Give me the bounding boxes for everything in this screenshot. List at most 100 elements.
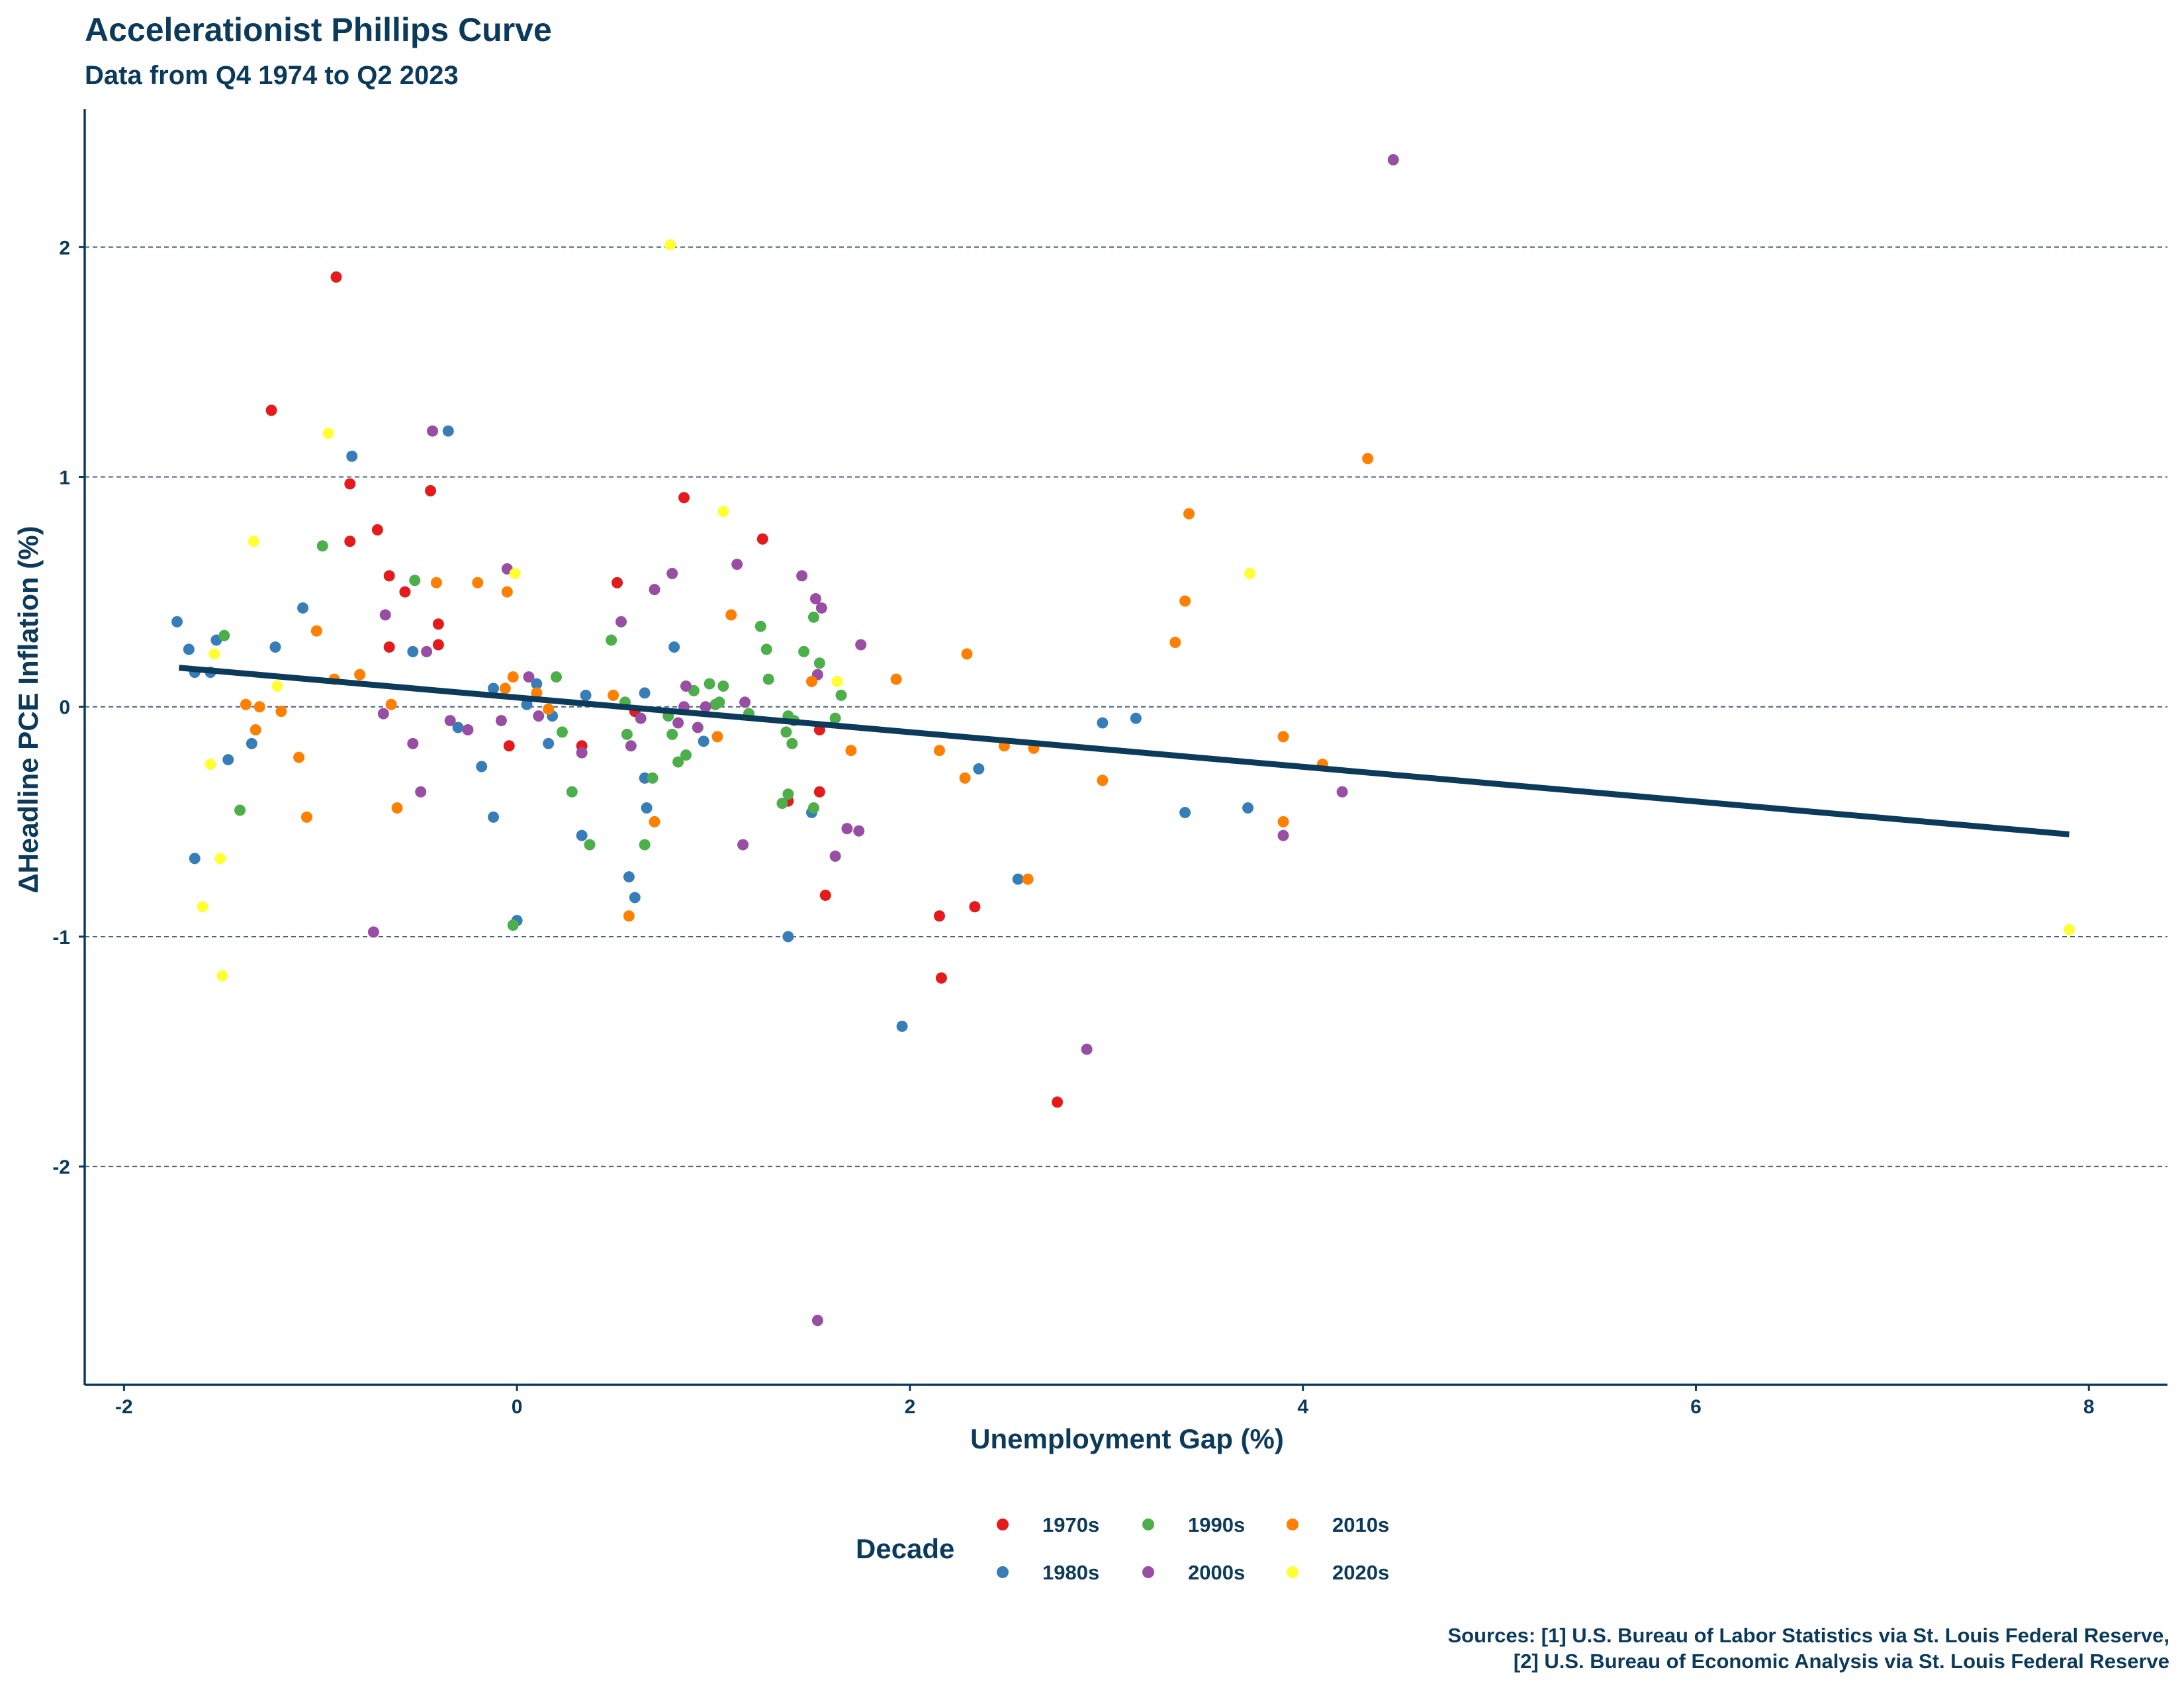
legend-title: Decade: [856, 1533, 954, 1564]
point-1980s: [543, 737, 555, 749]
point-2020s: [664, 239, 676, 251]
point-1970s: [935, 972, 947, 984]
point-2010s: [472, 577, 484, 588]
point-2000s: [829, 850, 841, 862]
point-2000s: [841, 823, 853, 835]
point-2020s: [214, 853, 226, 865]
point-1990s: [218, 630, 230, 641]
point-1970s: [383, 570, 395, 582]
point-2010s: [300, 811, 312, 823]
point-1990s: [798, 645, 810, 657]
point-1980s: [698, 735, 709, 747]
point-2000s: [809, 593, 821, 605]
point-1980s: [973, 763, 985, 774]
point-2000s: [796, 570, 808, 582]
point-2000s: [523, 671, 535, 683]
point-1990s: [786, 737, 798, 749]
legend-swatch-2010s: [1287, 1519, 1298, 1530]
point-1980s: [269, 641, 281, 653]
point-1980s: [629, 892, 641, 904]
point-2010s: [310, 625, 322, 637]
point-2010s: [499, 682, 511, 694]
point-1970s: [503, 740, 515, 752]
data-points: [171, 154, 2075, 1327]
legend-label-2010s: 2010s: [1332, 1513, 1389, 1536]
point-2020s: [208, 648, 220, 660]
point-2020s: [1244, 567, 1256, 579]
point-2000s: [635, 712, 647, 724]
y-tick-label: 2: [59, 237, 70, 259]
y-tick-label: -2: [52, 1156, 70, 1178]
point-2010s: [531, 687, 543, 699]
point-2010s: [1022, 873, 1034, 885]
point-1990s: [584, 839, 596, 851]
point-1990s: [807, 611, 819, 623]
point-1980s: [183, 643, 195, 655]
grid-lines: [85, 246, 2167, 1168]
point-2010s: [385, 698, 397, 710]
point-1980s: [476, 761, 488, 773]
point-1990s: [776, 798, 788, 810]
point-1970s: [432, 639, 444, 651]
point-1990s: [704, 678, 715, 690]
point-2000s: [680, 680, 692, 692]
point-2000s: [625, 740, 637, 752]
point-1990s: [782, 788, 794, 800]
point-1980s: [1130, 712, 1142, 724]
point-2000s: [853, 825, 865, 837]
point-2020s: [2064, 924, 2075, 936]
point-2000s: [649, 584, 660, 596]
point-1990s: [409, 575, 421, 586]
point-2000s: [462, 724, 474, 735]
point-1980s: [782, 931, 794, 943]
point-2010s: [507, 671, 519, 683]
point-2010s: [890, 673, 902, 685]
legend-swatch-1970s: [997, 1519, 1009, 1530]
point-1980s: [623, 871, 635, 883]
point-2000s: [415, 786, 427, 798]
series-2010s: [240, 453, 1374, 922]
point-1980s: [896, 1020, 908, 1032]
point-1980s: [1012, 873, 1024, 885]
point-2000s: [731, 558, 743, 570]
point-2010s: [1097, 774, 1109, 786]
point-2000s: [444, 715, 456, 727]
point-2000s: [576, 747, 588, 759]
point-1970s: [678, 492, 690, 504]
point-1970s: [265, 404, 277, 416]
point-1990s: [566, 786, 578, 798]
point-1980s: [442, 425, 454, 437]
point-1990s: [762, 673, 774, 685]
point-1990s: [316, 540, 328, 552]
fit-line-group: [179, 665, 2070, 837]
point-1970s: [756, 533, 768, 545]
y-tick-label: -1: [52, 927, 70, 949]
point-2000s: [666, 567, 678, 579]
point-1990s: [507, 919, 519, 931]
point-2000s: [407, 737, 419, 749]
caption-line-2: [2] U.S. Bureau of Economic Analysis via…: [1514, 1650, 2169, 1673]
point-2020s: [322, 428, 334, 440]
point-1990s: [829, 712, 841, 724]
point-2010s: [430, 577, 442, 588]
point-1990s: [760, 643, 772, 655]
point-1980s: [171, 616, 183, 628]
x-axis-title: Unemployment Gap (%): [970, 1423, 1284, 1454]
point-1970s: [344, 478, 356, 490]
legend-swatch-2000s: [1142, 1566, 1154, 1578]
point-2020s: [197, 901, 208, 913]
point-1970s: [432, 618, 444, 630]
point-1990s: [807, 802, 819, 814]
point-2000s: [533, 710, 545, 722]
point-2020s: [831, 676, 843, 688]
x-tick-label: 6: [1690, 1396, 1702, 1418]
point-2020s: [717, 506, 729, 518]
legend-swatch-1990s: [1142, 1519, 1154, 1530]
tick-labels: -2 -1 0 1 2 -2 0 2 4 6 8: [52, 237, 2094, 1418]
x-tick-label: 4: [1297, 1396, 1308, 1418]
point-1990s: [813, 657, 825, 669]
series-2000s: [367, 154, 1399, 1327]
fit-line: [179, 665, 2070, 837]
point-2000s: [737, 839, 749, 851]
legend-swatch-1980s: [997, 1566, 1009, 1578]
